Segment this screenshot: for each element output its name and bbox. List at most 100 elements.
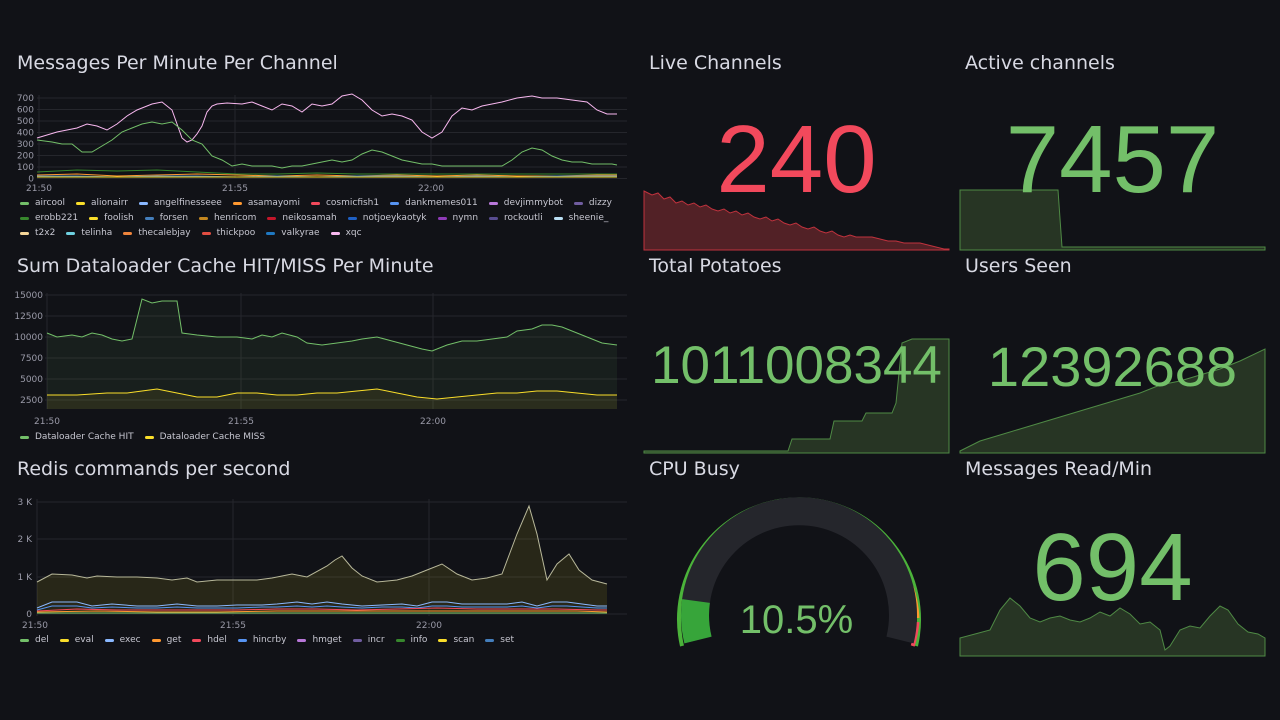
messages-per-minute-panel[interactable]: Messages Per Minute Per Channel 700 600 … xyxy=(17,52,627,247)
legend-swatch xyxy=(489,216,499,220)
messages-chart[interactable]: 700 600 500 400 300 200 100 0 21:50 21:5… xyxy=(17,90,629,240)
active-channels-panel[interactable]: Active channels 7457 xyxy=(959,52,1266,251)
legend-swatch xyxy=(267,216,277,220)
legend-item[interactable]: hdel xyxy=(192,635,227,645)
legend-item[interactable]: thecalebjay xyxy=(123,228,191,238)
legend-label: get xyxy=(166,635,182,645)
messages-read-panel[interactable]: Messages Read/Min 694 xyxy=(959,458,1266,657)
redis-legend: del eval exec get hdel hincrby hmget incr info sc… xyxy=(20,635,625,645)
total-potatoes-panel[interactable]: Total Potatoes 1011008344 xyxy=(643,255,950,454)
legend-swatch xyxy=(199,216,209,220)
legend-item[interactable]: dankmemes011 xyxy=(390,198,478,208)
users-seen-panel[interactable]: Users Seen 12392688 xyxy=(959,255,1266,454)
y-tick: 2500 xyxy=(20,396,43,406)
grid xyxy=(36,499,627,616)
legend-item[interactable]: alionairr xyxy=(75,198,128,208)
legend-label: alionairr xyxy=(90,198,128,208)
legend-item[interactable]: neikosamah xyxy=(267,213,337,223)
live-channels-panel[interactable]: Live Channels 240 xyxy=(643,52,950,251)
series-line-hdel xyxy=(36,607,607,612)
x-tick: 21:50 xyxy=(22,621,48,631)
legend-label: t2x2 xyxy=(35,228,56,238)
legend-label: set xyxy=(500,635,515,645)
legend-item[interactable]: t2x2 xyxy=(20,228,55,238)
legend-item[interactable]: scan xyxy=(438,635,474,645)
messages-read-sparkline xyxy=(959,597,1266,657)
legend-item[interactable]: forsen xyxy=(144,213,188,223)
series-line-xqc xyxy=(36,93,617,143)
series-line-exec xyxy=(36,601,607,609)
legend-label: neikosamah xyxy=(282,213,337,223)
y-tick: 500 xyxy=(17,117,34,127)
legend-swatch xyxy=(437,216,447,220)
series-line-eval xyxy=(36,504,608,585)
y-tick: 0 xyxy=(26,610,32,620)
legend-item[interactable]: angelfinesseee xyxy=(138,198,222,208)
cpu-gauge xyxy=(677,497,921,647)
legend-swatch xyxy=(553,216,563,220)
legend-label: exec xyxy=(119,635,141,645)
legend-swatch xyxy=(395,638,405,642)
dataloader-cache-panel[interactable]: Sum Dataloader Cache HIT/MISS Per Minute… xyxy=(14,255,629,447)
legend-label: asamayomi xyxy=(247,198,300,208)
legend-swatch xyxy=(297,638,307,642)
legend-label: henricom xyxy=(214,213,257,223)
legend-item[interactable]: notjoeykaotyk xyxy=(347,213,427,223)
legend-item[interactable]: set xyxy=(485,635,514,645)
y-tick: 0 xyxy=(28,175,34,185)
panel-title: Total Potatoes xyxy=(649,255,782,277)
legend-swatch xyxy=(151,638,161,642)
legend-item[interactable]: devjimmybot xyxy=(488,198,563,208)
legend-label: eval xyxy=(74,635,94,645)
legend-item[interactable]: valkyrae xyxy=(266,228,320,238)
cpu-busy-panel[interactable]: CPU Busy 10.5% xyxy=(644,458,949,656)
legend-item[interactable]: hincrby xyxy=(237,635,286,645)
y-tick: 12500 xyxy=(14,312,43,322)
legend-item[interactable]: erobb221 xyxy=(20,213,78,223)
legend-item[interactable]: Dataloader Cache HIT xyxy=(20,432,134,442)
legend-label: scan xyxy=(453,635,475,645)
dataloader-chart[interactable]: 15000 12500 10000 7500 5000 2500 21:50 2… xyxy=(14,289,629,429)
series-line-aircool xyxy=(36,121,618,169)
cpu-busy-value: 10.5% xyxy=(739,598,854,642)
legend-item[interactable]: get xyxy=(151,635,182,645)
legend-swatch xyxy=(192,638,202,642)
legend-item[interactable]: Dataloader Cache MISS xyxy=(144,432,266,442)
redis-chart[interactable]: 3 K 2 K 1 K 0 21:50 21:55 22:00 xyxy=(17,494,629,634)
legend-label: valkyrae xyxy=(281,228,320,238)
legend-label: incr xyxy=(367,635,385,645)
legend-item[interactable]: henricom xyxy=(199,213,256,223)
legend-item[interactable]: dizzy xyxy=(573,198,612,208)
redis-commands-panel[interactable]: Redis commands per second 3 K 2 K 1 K 0 … xyxy=(17,458,627,653)
legend-item[interactable]: thickpoo xyxy=(201,228,255,238)
legend-item[interactable]: incr xyxy=(352,635,385,645)
legend-item[interactable]: sheenie_ xyxy=(553,213,608,223)
legend-swatch xyxy=(123,231,133,235)
y-tick: 10000 xyxy=(14,333,43,343)
legend-swatch xyxy=(488,201,498,205)
legend-item[interactable]: del xyxy=(20,635,49,645)
legend-swatch xyxy=(485,638,495,642)
legend-item[interactable]: cosmicfish1 xyxy=(310,198,379,208)
legend-swatch xyxy=(201,231,211,235)
total-potatoes-sparkline xyxy=(643,338,950,454)
legend-label: devjimmybot xyxy=(503,198,563,208)
legend-item[interactable]: nymn xyxy=(437,213,478,223)
legend-item[interactable]: aircool xyxy=(20,198,65,208)
legend-item[interactable]: info xyxy=(395,635,427,645)
users-seen-value: 12392688 xyxy=(987,335,1238,398)
legend-swatch xyxy=(144,435,154,439)
legend-item[interactable]: exec xyxy=(104,635,141,645)
legend-item[interactable]: hmget xyxy=(297,635,342,645)
y-tick: 7500 xyxy=(20,354,43,364)
gauge-fill xyxy=(681,599,712,644)
legend-item[interactable]: foolish xyxy=(89,213,134,223)
legend-item[interactable]: telinha xyxy=(66,228,112,238)
legend-label: Dataloader Cache MISS xyxy=(159,432,266,442)
legend-label: hmget xyxy=(312,635,342,645)
legend-item[interactable]: xqc xyxy=(330,228,362,238)
legend-item[interactable]: eval xyxy=(59,635,94,645)
y-tick: 2 K xyxy=(18,535,34,545)
legend-item[interactable]: rockoutli xyxy=(489,213,543,223)
legend-item[interactable]: asamayomi xyxy=(232,198,300,208)
